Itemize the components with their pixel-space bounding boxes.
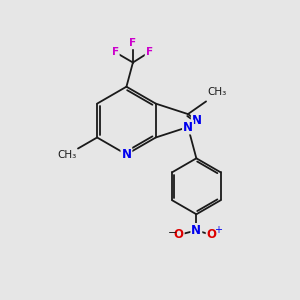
Text: F: F bbox=[146, 47, 153, 57]
Text: +: + bbox=[214, 225, 222, 235]
Text: N: N bbox=[192, 114, 202, 127]
Text: N: N bbox=[183, 121, 193, 134]
Text: N: N bbox=[191, 224, 201, 237]
Text: −: − bbox=[167, 228, 177, 239]
Text: O: O bbox=[174, 228, 184, 242]
Text: CH₃: CH₃ bbox=[57, 150, 76, 160]
Text: O: O bbox=[207, 228, 217, 242]
Text: N: N bbox=[122, 148, 131, 161]
Text: CH₃: CH₃ bbox=[208, 87, 227, 97]
Text: F: F bbox=[129, 38, 137, 48]
Text: F: F bbox=[112, 47, 119, 57]
